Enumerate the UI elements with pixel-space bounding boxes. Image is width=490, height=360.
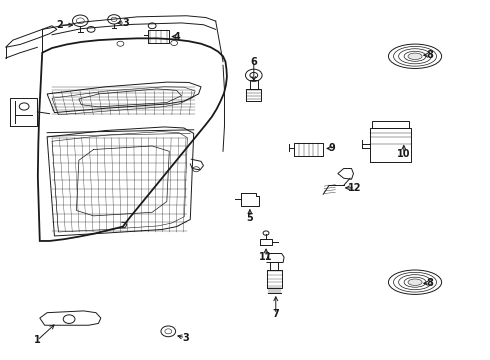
Text: 10: 10 xyxy=(397,149,411,159)
Text: 1: 1 xyxy=(34,335,41,345)
Circle shape xyxy=(111,17,117,22)
Text: 3: 3 xyxy=(182,333,189,343)
Circle shape xyxy=(76,18,84,24)
Text: 7: 7 xyxy=(272,310,279,319)
Circle shape xyxy=(250,72,258,78)
Circle shape xyxy=(165,329,172,334)
Ellipse shape xyxy=(404,51,426,61)
Text: 3: 3 xyxy=(122,18,129,28)
Circle shape xyxy=(117,41,124,46)
Circle shape xyxy=(263,231,269,235)
Circle shape xyxy=(63,315,75,323)
Circle shape xyxy=(245,69,262,81)
Ellipse shape xyxy=(408,279,422,285)
Ellipse shape xyxy=(393,46,437,66)
Circle shape xyxy=(73,15,88,27)
Text: 12: 12 xyxy=(348,183,362,193)
Text: 2: 2 xyxy=(56,20,63,30)
Polygon shape xyxy=(40,311,101,325)
Ellipse shape xyxy=(404,277,426,287)
Ellipse shape xyxy=(408,53,422,59)
Text: 11: 11 xyxy=(259,252,273,262)
Circle shape xyxy=(87,27,95,32)
Text: 6: 6 xyxy=(250,57,257,67)
Text: 9: 9 xyxy=(329,143,335,153)
Ellipse shape xyxy=(389,44,441,68)
Ellipse shape xyxy=(389,270,441,294)
Text: 4: 4 xyxy=(173,32,180,41)
Circle shape xyxy=(161,326,175,337)
Circle shape xyxy=(19,103,29,110)
Circle shape xyxy=(108,15,121,24)
Circle shape xyxy=(193,167,199,172)
Circle shape xyxy=(148,23,156,29)
Text: 8: 8 xyxy=(426,50,433,60)
Ellipse shape xyxy=(399,275,432,290)
Ellipse shape xyxy=(399,49,432,64)
Text: 5: 5 xyxy=(246,213,253,222)
Circle shape xyxy=(171,41,177,45)
Text: 8: 8 xyxy=(426,278,433,288)
Ellipse shape xyxy=(393,273,437,292)
